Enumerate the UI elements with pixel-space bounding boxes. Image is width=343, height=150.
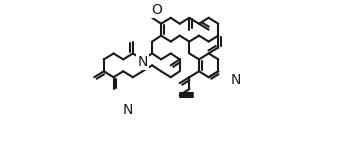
Text: N: N xyxy=(122,103,133,117)
Text: N: N xyxy=(231,73,241,87)
Text: N: N xyxy=(137,55,148,69)
Text: O: O xyxy=(151,3,162,17)
